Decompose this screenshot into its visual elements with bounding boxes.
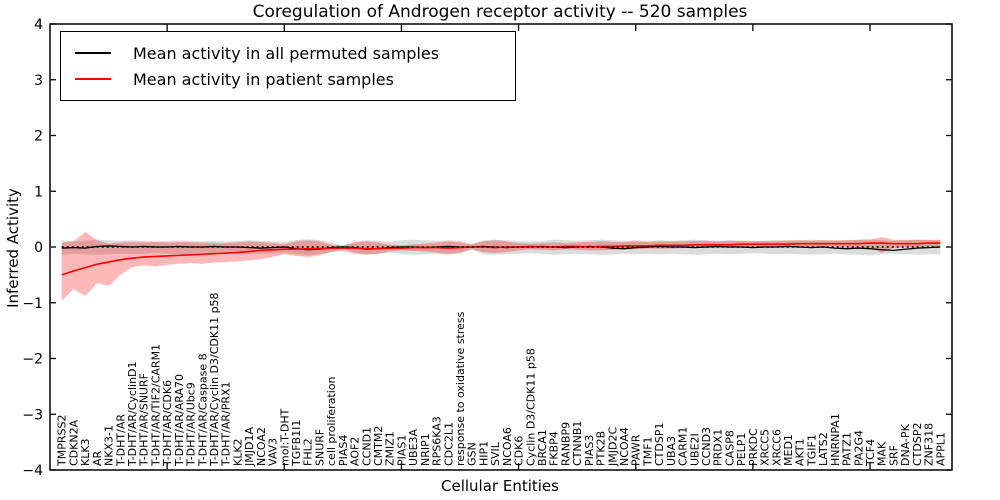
x-category-label: CTDSP1 (653, 423, 666, 466)
x-category-label: PRKDC (747, 428, 760, 466)
x-category-label: VAV3 (267, 438, 280, 466)
x-category-label: PATZ1 (841, 432, 854, 466)
x-category-label: CTDSP2 (911, 423, 924, 466)
x-category-label: UBE2I (688, 433, 701, 466)
y-tick-label: 2 (34, 129, 43, 145)
x-category-label: Cyclin D3/CDK11 p58 (524, 348, 537, 466)
x-category-label: NCOA2 (255, 427, 268, 466)
x-category-label: MAK (876, 441, 889, 466)
x-category-label: TCF4 (864, 439, 877, 467)
x-category-label: CARM1 (677, 427, 690, 466)
x-category-label: T-DHT/AR/ARA70 (173, 374, 186, 467)
x-category-label: T-DHT/AR/CDK6 (161, 380, 174, 467)
x-category-label: PA2G4 (852, 430, 865, 466)
x-category-label: CMTM2 (372, 426, 385, 466)
y-tick-label: 3 (34, 73, 43, 89)
y-tick-label: 4 (34, 17, 43, 33)
x-category-label: T-DHT/AR/TIF2/CARM1 (149, 344, 162, 467)
x-category-label: response to oxidative stress (454, 311, 467, 466)
x-axis-label: Cellular Entities (441, 477, 559, 495)
x-category-label: SVIL (489, 441, 502, 466)
x-category-label: PIAS1 (395, 435, 408, 466)
x-category-label: CCND3 (700, 427, 713, 466)
y-tick-label: 0 (34, 240, 43, 256)
x-category-label: ZNF318 (923, 423, 936, 466)
x-category-label: UBA3 (665, 436, 678, 466)
x-category-label: RPS6KA3 (431, 416, 444, 466)
x-category-label: ZMIZ1 (384, 431, 397, 466)
x-category-label: FHL2 (302, 438, 315, 466)
chart-title: Coregulation of Androgen receptor activi… (252, 2, 748, 22)
x-category-label: CTNNB1 (571, 421, 584, 466)
x-category-label: KLK3 (79, 438, 92, 466)
x-category-label: PTK2B (595, 431, 608, 466)
legend-label-permuted: Mean activity in all permuted samples (133, 43, 440, 63)
x-category-label: NKX3-1 (103, 425, 116, 466)
x-category-label: NCOA6 (501, 427, 514, 466)
x-category-label: CDC2L1 (442, 422, 455, 466)
x-category-label: T-DHT/AR (114, 414, 127, 467)
mean-activity-patient-samples-line (61, 242, 941, 276)
y-tick-label: −4 (22, 463, 43, 479)
x-category-label: TMPRSS2 (56, 415, 69, 467)
x-category-label: PRDX1 (712, 429, 725, 466)
x-category-label: FKBP4 (548, 431, 561, 466)
legend-line-permuted-icon (75, 52, 111, 54)
x-category-label: CASP8 (723, 430, 736, 466)
x-category-label: RANBP9 (559, 422, 572, 466)
y-axis-label: Inferred Activity (4, 188, 22, 308)
x-category-label: AKT1 (794, 438, 807, 466)
x-category-label: T-DHT/AR/CyclinD1 (126, 361, 139, 467)
x-category-label: cell proliferation (325, 376, 338, 466)
x-category-label: T-DHT/AR/Ubc9 (185, 382, 198, 467)
x-category-label: DNA-PK (899, 423, 912, 466)
x-category-label: HNRNPA1 (829, 413, 842, 466)
x-category-label: TGFB1I1 (290, 420, 303, 467)
x-category-label: NRIP1 (419, 433, 432, 466)
x-category-label: SRF (887, 445, 900, 466)
x-category-label: APPL1 (934, 432, 947, 466)
x-category-label: NCOA4 (618, 427, 631, 466)
legend-line-patient-icon (75, 78, 111, 80)
x-category-label: T-DHT/AR/SNURF (138, 373, 151, 467)
x-category-label: T-DHT/AR/PRX1 (220, 381, 233, 467)
axes-frame (49, 23, 953, 471)
x-category-label: XRCC6 (770, 429, 783, 466)
x-category-label: CDK6 (513, 436, 526, 466)
x-category-label: PELP1 (735, 433, 748, 466)
x-category-label: AOF2 (349, 437, 362, 466)
x-category-label: T-DHT/AR/Caspase 8 (196, 353, 209, 467)
legend-label-patient: Mean activity in patient samples (133, 69, 394, 89)
x-category-label: PIAS3 (583, 435, 596, 466)
x-category-label: KLK2 (231, 438, 244, 466)
x-category-label: BRCA1 (536, 429, 549, 466)
x-category-label: SNURF (313, 429, 326, 466)
x-category-label: UBE3A (407, 428, 420, 466)
x-category-label: TMF1 (641, 436, 654, 467)
x-category-label: PIAS4 (337, 435, 350, 466)
x-category-label: GSN (466, 442, 479, 466)
y-tick-label: −1 (22, 296, 43, 312)
x-category-label: PAWR (630, 434, 643, 466)
y-tick-label: −3 (22, 407, 43, 423)
x-category-label: HIP1 (477, 441, 490, 466)
x-category-label: CDKN2A (67, 419, 80, 466)
x-category-label: T-DHT/AR/Cyclin D3/CDK11 p58 (208, 292, 221, 467)
x-category-label: mol:T-DHT (278, 408, 291, 466)
x-category-label: LATS2 (817, 432, 830, 466)
y-tick-label: −2 (22, 352, 43, 368)
y-tick-label: 1 (34, 184, 43, 200)
x-category-label: XRCC5 (759, 429, 772, 466)
x-category-label: JMJD1A (243, 427, 256, 467)
x-category-label: JMJD2C (606, 427, 619, 467)
x-category-label: MED1 (782, 434, 795, 466)
x-category-label: TGIF1 (805, 434, 818, 467)
x-category-label: AR (91, 450, 104, 466)
x-category-label: CCND1 (360, 427, 373, 466)
legend-entry-permuted: Mean activity in all permuted samples (75, 40, 505, 66)
legend-entry-patient: Mean activity in patient samples (75, 66, 505, 92)
legend: Mean activity in all permuted samples Me… (60, 31, 516, 101)
